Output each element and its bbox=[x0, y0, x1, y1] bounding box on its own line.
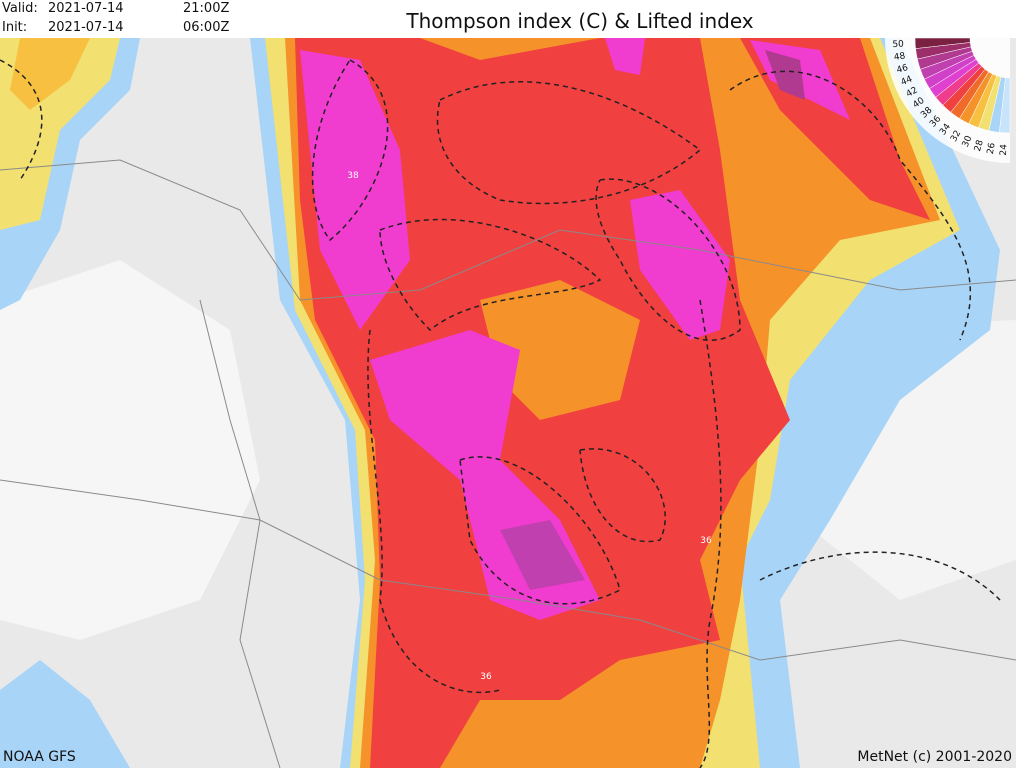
title: Thompson index (C) & Lifted index bbox=[405, 9, 753, 33]
legend-label: 46 bbox=[896, 63, 910, 76]
contour bbox=[699, 299, 722, 768]
border bbox=[0, 159, 1016, 301]
region-magenta bbox=[300, 50, 410, 330]
valid-label: Valid: bbox=[2, 1, 38, 16]
contour bbox=[0, 59, 43, 181]
region-purple bbox=[500, 520, 585, 590]
contour bbox=[379, 218, 602, 332]
legend-label: 48 bbox=[893, 51, 906, 63]
contour bbox=[595, 178, 741, 341]
header-band bbox=[0, 0, 1016, 38]
contour bbox=[436, 81, 702, 205]
region-magenta bbox=[605, 38, 645, 75]
border bbox=[199, 299, 281, 768]
terrain-light bbox=[0, 260, 260, 640]
contour bbox=[459, 456, 621, 605]
legend-label: 50 bbox=[892, 39, 904, 50]
init-date: 2021-07-14 bbox=[48, 20, 124, 35]
legend-label: 32 bbox=[949, 129, 963, 144]
contour bbox=[311, 59, 389, 242]
legend-label: 42 bbox=[905, 85, 920, 99]
valid-date: 2021-07-14 bbox=[48, 1, 124, 16]
credit: MetNet (c) 2001-2020 bbox=[857, 749, 1012, 765]
border bbox=[0, 479, 1016, 661]
contour-label: 38 bbox=[347, 171, 359, 181]
source: NOAA GFS bbox=[3, 749, 76, 765]
contour-label: 36 bbox=[700, 536, 712, 546]
legend-label: 24 bbox=[999, 144, 1010, 156]
region-orange bbox=[10, 38, 90, 110]
region-purple bbox=[765, 50, 805, 100]
valid-time: 21:00Z bbox=[183, 1, 229, 16]
legend-label: 26 bbox=[986, 142, 998, 155]
region-blue bbox=[0, 660, 130, 768]
init-time: 06:00Z bbox=[183, 20, 229, 35]
contour bbox=[579, 448, 666, 543]
contour bbox=[729, 70, 971, 341]
legend-label: 44 bbox=[900, 74, 915, 88]
contour-label: 36 bbox=[480, 672, 492, 682]
legend-swatch bbox=[999, 77, 1011, 134]
legend-label: 30 bbox=[961, 134, 975, 149]
region-orange bbox=[480, 280, 640, 420]
region-magenta bbox=[630, 190, 730, 340]
legend-label: 28 bbox=[973, 139, 986, 153]
init-label: Init: bbox=[2, 20, 27, 35]
contour bbox=[367, 329, 501, 694]
